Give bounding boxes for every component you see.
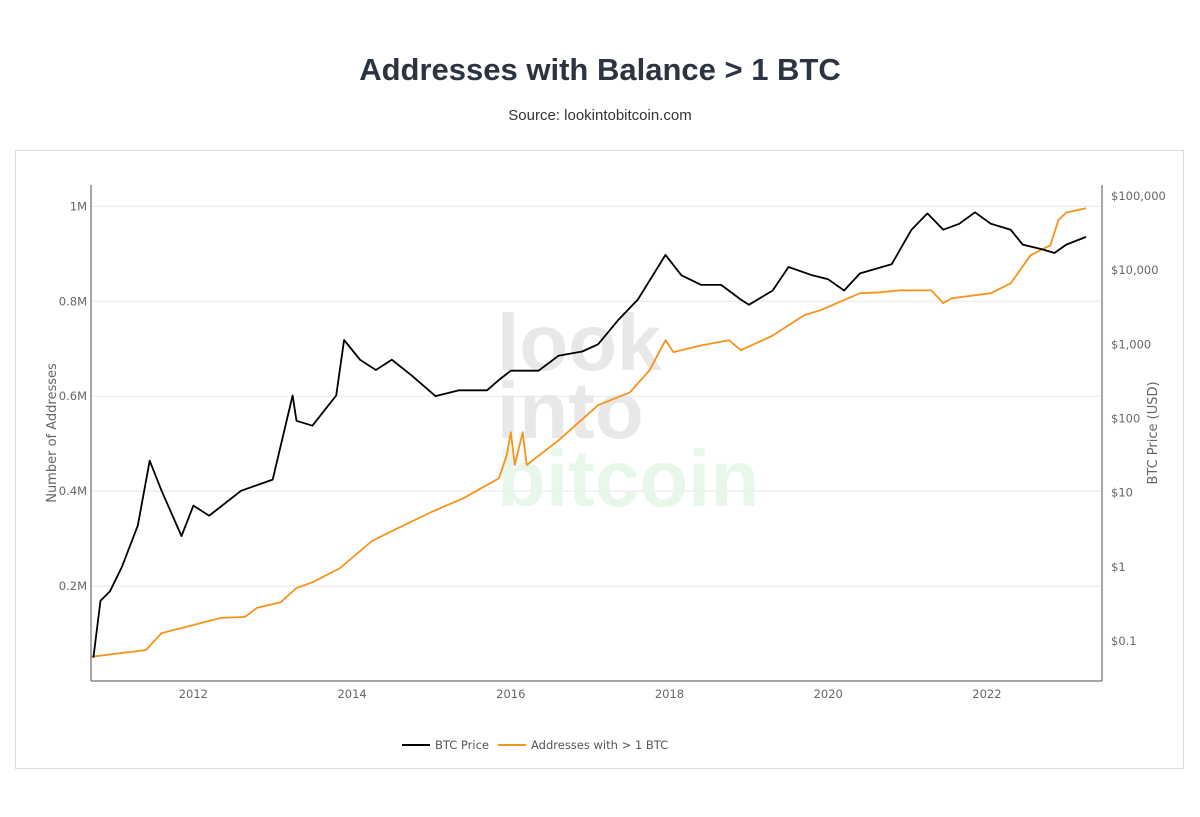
legend-label-btc-price[interactable]: BTC Price (435, 738, 489, 752)
right-tick-label: $10,000 (1111, 263, 1159, 277)
x-tick-label: 2020 (814, 687, 843, 701)
watermark-bitcoin: bitcoin (497, 434, 759, 523)
tick-labels: 0.2M 0.4M 0.6M 0.8M 1M $0.1 $1 $10 $100 $1,000 $10… (59, 189, 1166, 701)
chart-card (15, 150, 1184, 769)
legend-label-addresses[interactable]: Addresses with > 1 BTC (531, 738, 668, 752)
page-subtitle: Source: lookintobitcoin.com (508, 107, 692, 124)
watermark: look into bitcoin (497, 298, 759, 523)
left-tick-label: 1M (70, 199, 87, 213)
right-tick-label: $1 (1111, 560, 1126, 574)
right-tick-label: $100 (1111, 411, 1140, 425)
right-tick-label: $100,000 (1111, 189, 1166, 203)
watermark-look: look (497, 298, 662, 387)
x-tick-label: 2022 (972, 687, 1001, 701)
right-tick-label: $0.1 (1111, 634, 1137, 648)
legend[interactable]: BTC Price Addresses with > 1 BTC (402, 738, 668, 752)
left-tick-label: 0.6M (59, 389, 87, 403)
left-tick-label: 0.8M (59, 294, 87, 308)
series-group (90, 207, 1087, 658)
gridlines (91, 205, 1102, 587)
right-axis-label: BTC Price (USD) (1146, 381, 1161, 484)
x-tick-label: 2018 (655, 687, 684, 701)
left-axis-label: Number of Addresses (45, 363, 60, 503)
x-tick-label: 2014 (337, 687, 366, 701)
btc-price-series-line (92, 211, 1087, 658)
right-tick-label: $1,000 (1111, 337, 1151, 351)
addresses-series-line (90, 207, 1087, 658)
right-tick-label: $10 (1111, 486, 1133, 500)
left-tick-label: 0.2M (59, 579, 87, 593)
x-tick-label: 2012 (179, 687, 208, 701)
page-title: Addresses with Balance > 1 BTC (359, 52, 841, 87)
x-tick-label: 2016 (496, 687, 525, 701)
left-tick-label: 0.4M (59, 484, 87, 498)
